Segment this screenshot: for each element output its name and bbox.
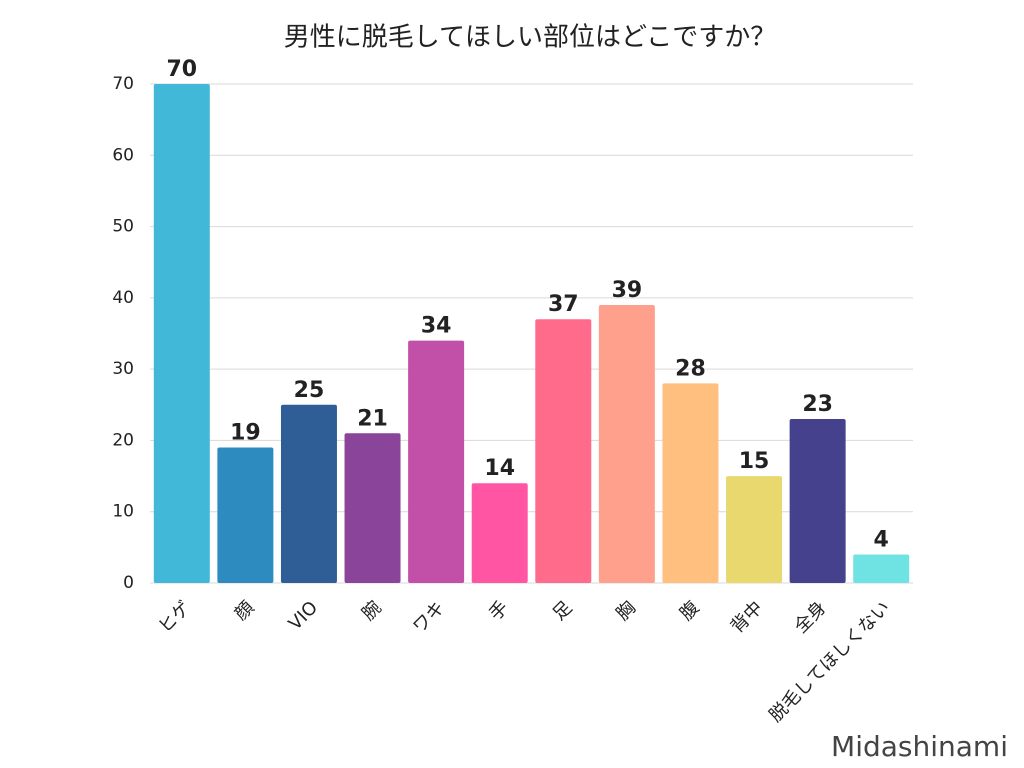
- value-label: 4: [874, 527, 889, 552]
- bar: [535, 319, 592, 583]
- value-label: 21: [357, 406, 388, 431]
- value-label: 15: [739, 449, 770, 474]
- x-tick-label: 脱毛してほしくない: [765, 597, 894, 726]
- bar: [280, 404, 337, 583]
- x-tick-label: 腹: [676, 597, 704, 625]
- value-label: 14: [484, 456, 515, 481]
- bar: [853, 554, 910, 583]
- x-tick-label: 背中: [727, 597, 767, 637]
- watermark: Midashinami: [831, 730, 1008, 763]
- value-label: 25: [294, 378, 325, 403]
- x-tick-label: ワキ: [409, 597, 449, 637]
- x-tick-label: 手: [485, 597, 513, 625]
- x-tick-label: 全身: [790, 597, 830, 637]
- bar: [471, 483, 528, 583]
- y-tick-label: 20: [112, 430, 134, 450]
- bar: [726, 476, 783, 583]
- bar: [662, 383, 719, 583]
- value-label: 23: [802, 392, 833, 417]
- x-tick-label: 顔: [231, 597, 259, 625]
- value-label: 34: [421, 314, 452, 339]
- x-tick-label: ヒゲ: [155, 597, 195, 637]
- bar: [789, 419, 846, 583]
- y-tick-label: 50: [112, 217, 134, 237]
- y-tick-label: 40: [112, 288, 134, 308]
- bar: [408, 340, 465, 583]
- value-label: 70: [166, 57, 197, 82]
- bar: [598, 304, 655, 583]
- x-tick-label: VIO: [285, 597, 322, 634]
- y-tick-label: 10: [112, 502, 134, 522]
- chart-title: 男性に脱毛してほしい部位はどこですか？: [284, 23, 776, 53]
- y-tick-label: 30: [112, 359, 134, 379]
- value-label: 37: [548, 292, 579, 317]
- x-tick-label: 腕: [358, 597, 386, 625]
- y-tick-label: 70: [112, 74, 134, 94]
- bar: [217, 447, 274, 583]
- value-label: 28: [675, 356, 706, 381]
- y-tick-label: 60: [112, 145, 134, 165]
- bar: [153, 84, 210, 583]
- x-tick-label: 胸: [612, 597, 640, 625]
- x-tick-label: 足: [549, 597, 577, 625]
- bar: [344, 433, 401, 583]
- value-label: 39: [612, 278, 643, 303]
- y-tick-label: 0: [123, 573, 134, 593]
- value-label: 19: [230, 421, 261, 446]
